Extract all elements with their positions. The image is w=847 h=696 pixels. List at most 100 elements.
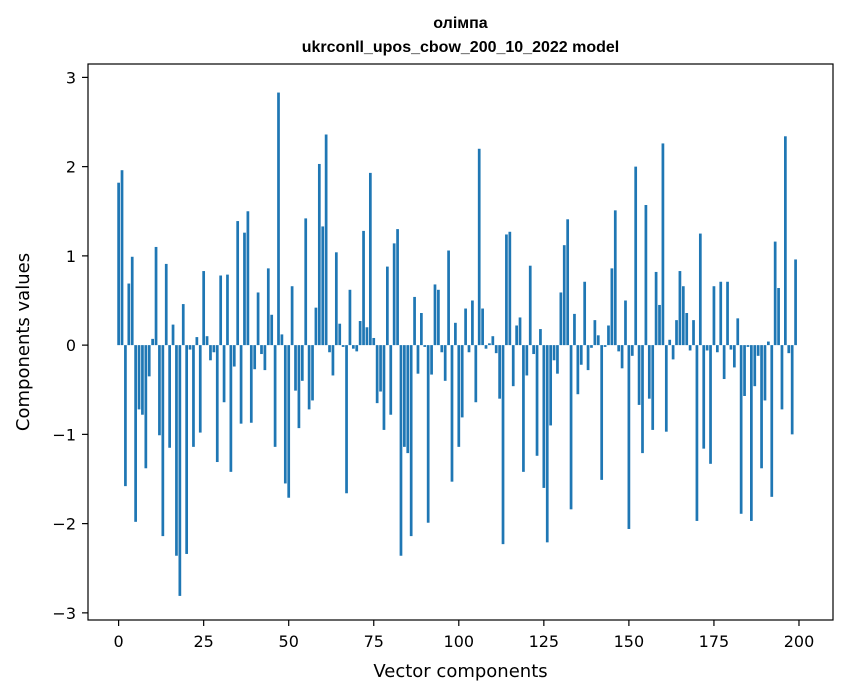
bar-140 (593, 320, 597, 346)
bar-134 (573, 313, 576, 346)
bar-111 (494, 345, 498, 354)
bar-146 (613, 210, 617, 346)
bar-15 (168, 345, 171, 448)
bar-72 (362, 230, 365, 346)
bar-47 (277, 92, 280, 346)
bar-170 (695, 345, 699, 521)
bar-174 (709, 345, 712, 464)
bar-148 (620, 345, 624, 369)
x-tick-label: 25 (193, 632, 213, 651)
plot-frame (87, 63, 834, 621)
bar-13 (161, 345, 165, 537)
bar-25 (202, 271, 206, 346)
bar-95 (440, 345, 444, 353)
bar-81 (392, 243, 396, 346)
bar-35 (236, 221, 240, 346)
bar-173 (705, 345, 709, 351)
bar-21 (188, 345, 192, 350)
bar-45 (270, 314, 274, 346)
x-tick-label: 0 (114, 632, 124, 651)
bar-129 (556, 345, 559, 374)
bar-56 (307, 345, 311, 410)
bar-183 (739, 345, 743, 514)
bar-136 (579, 345, 583, 365)
bar-158 (654, 271, 658, 346)
bar-145 (610, 268, 614, 346)
bar-32 (226, 274, 229, 346)
bar-123 (535, 345, 539, 456)
bar-71 (358, 321, 362, 346)
bar-153 (637, 345, 641, 405)
bar-199 (794, 259, 797, 346)
bar-59 (317, 163, 321, 346)
bar-132 (566, 219, 570, 346)
bar-41 (256, 292, 260, 346)
bar-17 (175, 345, 178, 556)
bar-115 (508, 231, 512, 346)
bar-83 (399, 345, 403, 556)
bar-144 (607, 325, 610, 346)
bar-9 (147, 345, 151, 377)
bar-182 (736, 318, 740, 346)
bar-94 (437, 289, 440, 346)
bar-98 (450, 345, 454, 482)
bar-125 (542, 345, 546, 488)
bar-42 (260, 345, 263, 355)
bar-197 (787, 345, 791, 354)
bar-175 (712, 286, 716, 346)
bar-79 (386, 266, 389, 346)
bar-70 (355, 345, 359, 352)
bar-14 (164, 263, 168, 346)
bar-77 (379, 345, 382, 392)
bar-130 (559, 292, 563, 346)
bar-28 (212, 345, 216, 353)
bar-155 (644, 205, 648, 346)
bar-34 (232, 345, 236, 367)
bar-198 (790, 345, 794, 435)
bar-156 (647, 345, 651, 399)
bar-180 (729, 345, 733, 350)
bar-23 (195, 337, 199, 346)
bar-103 (467, 345, 471, 353)
x-tick-label: 125 (529, 632, 560, 651)
bar-133 (569, 345, 573, 510)
bar-3 (127, 283, 131, 346)
bar-53 (297, 345, 301, 429)
bar-29 (215, 345, 219, 463)
bar-150 (627, 345, 631, 529)
bar-30 (219, 275, 223, 346)
bar-46 (273, 345, 277, 447)
bar-113 (501, 345, 505, 545)
bar-97 (447, 250, 450, 346)
x-axis-ticks: 0 25 50 75 100 125 150 175 200 (114, 620, 814, 651)
bar-60 (321, 226, 325, 346)
bar-54 (300, 345, 304, 381)
bar-24 (198, 345, 202, 433)
bar-5 (134, 345, 137, 522)
bar-138 (586, 345, 590, 371)
bar-117 (515, 325, 518, 346)
bar-102 (464, 308, 467, 346)
bar-126 (545, 345, 549, 543)
bar-48 (280, 334, 284, 346)
bar-19 (181, 304, 185, 346)
bar-191 (767, 341, 770, 346)
bar-99 (454, 322, 457, 346)
x-axis-label: Vector components (373, 661, 547, 682)
bar-62 (328, 345, 331, 353)
chart-title: олімпа (433, 15, 487, 32)
bar-2 (124, 345, 127, 487)
bar-27 (209, 345, 212, 361)
bar-141 (596, 335, 600, 346)
bar-122 (532, 345, 535, 355)
bar-190 (763, 345, 767, 401)
bar-87 (413, 296, 416, 346)
bar-11 (154, 246, 158, 346)
y-tick-label: 0 (66, 336, 76, 355)
bar-96 (443, 345, 447, 381)
bar-154 (641, 345, 644, 454)
bar-106 (477, 148, 481, 346)
bar-124 (539, 329, 542, 346)
bar-8 (144, 345, 148, 469)
bar-114 (505, 234, 508, 346)
